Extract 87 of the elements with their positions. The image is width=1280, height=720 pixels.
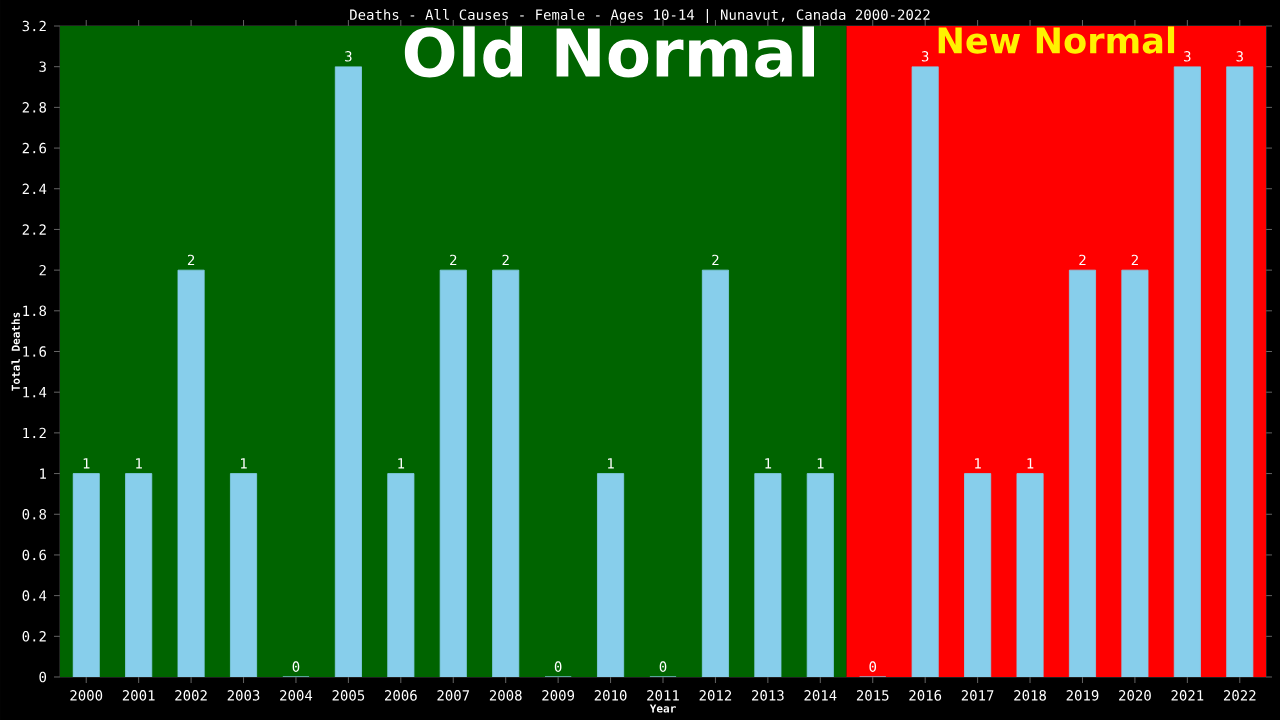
y-tick-label: 3 (39, 61, 46, 72)
y-tick-label: 2.2 (22, 224, 46, 235)
bar (1226, 66, 1254, 677)
bar (439, 269, 467, 677)
bar (1173, 66, 1201, 677)
y-tick-label: 0.4 (22, 590, 47, 601)
data-label: 0 (659, 661, 667, 672)
bar (964, 473, 992, 677)
bar (177, 269, 205, 677)
y-axis-title: Total Deaths (11, 312, 20, 391)
x-tick-label: 2019 (1066, 690, 1099, 701)
y-tick-label: 1.6 (23, 346, 47, 357)
band-label: New Normal (938, 26, 1175, 54)
x-tick-label: 2008 (489, 690, 522, 701)
data-label: 3 (345, 51, 352, 62)
data-label: 1 (608, 458, 614, 469)
bar (1068, 269, 1096, 677)
y-tick-label: 1.8 (23, 305, 47, 317)
data-label: 1 (765, 458, 772, 469)
y-tick-label: 0.2 (22, 631, 46, 642)
data-label: 3 (921, 51, 929, 62)
bar (701, 269, 729, 677)
bar (1121, 269, 1149, 677)
x-tick-label: 2011 (647, 690, 679, 701)
bar (492, 269, 520, 677)
data-label: 1 (398, 458, 405, 469)
x-tick-label: 2003 (227, 690, 260, 701)
x-tick-label: 2012 (699, 690, 732, 701)
x-tick-label: 2010 (594, 690, 627, 701)
bar (72, 473, 100, 677)
data-label: 1 (241, 458, 247, 469)
data-label: 1 (136, 458, 142, 469)
y-tick-label: 0 (39, 671, 47, 683)
y-tick-label: 2 (39, 264, 46, 276)
x-tick-label: 2016 (909, 690, 942, 701)
x-tick-label: 2007 (437, 690, 470, 701)
band-label: Old Normal (404, 26, 815, 78)
x-tick-label: 2014 (804, 690, 837, 701)
x-tick-label: 2001 (122, 690, 155, 701)
y-tick-label: 2.8 (22, 102, 47, 113)
bar (1016, 473, 1044, 677)
data-label: 1 (975, 458, 981, 469)
x-tick-label: 2018 (1014, 690, 1046, 701)
bar (334, 66, 362, 677)
bar (754, 473, 782, 677)
y-tick-label: 0.8 (22, 508, 47, 520)
data-label: 0 (869, 661, 877, 672)
bar (125, 473, 153, 677)
x-tick-label: 2017 (961, 690, 994, 701)
x-tick-label: 2021 (1171, 690, 1204, 701)
data-label: 3 (1184, 51, 1191, 62)
x-tick-label: 2005 (332, 690, 365, 701)
data-label: 2 (712, 254, 719, 266)
data-label: 1 (1027, 458, 1034, 469)
x-tick-label: 2015 (856, 690, 889, 701)
x-tick-label: 2006 (385, 690, 417, 701)
y-tick-label: 2.4 (22, 183, 47, 194)
data-label: 1 (817, 458, 824, 469)
data-label: 2 (1131, 254, 1138, 266)
bar (597, 473, 625, 677)
y-tick-label: 1 (40, 468, 46, 479)
bar (911, 66, 939, 677)
data-label: 2 (1079, 254, 1086, 266)
x-tick-label: 2000 (70, 690, 103, 701)
x-tick-label: 2020 (1119, 690, 1151, 701)
x-tick-label: 2009 (542, 690, 575, 701)
data-label: 0 (292, 661, 300, 672)
bar (387, 473, 415, 677)
x-tick-label: 2002 (175, 690, 207, 701)
data-label: 0 (554, 661, 562, 672)
bar (806, 473, 834, 677)
chart-title: Deaths - All Causes - Female - Ages 10-14 | Nunavut, Canada 2000-2022 (350, 9, 930, 24)
data-label: 2 (187, 254, 195, 266)
x-tick-label: 2013 (752, 690, 784, 701)
y-tick-label: 0.6 (22, 549, 47, 561)
data-label: 2 (450, 254, 457, 266)
data-label: 3 (1236, 51, 1243, 62)
x-axis-title: Year (649, 704, 676, 713)
y-tick-label: 1.2 (23, 427, 46, 439)
data-label: 1 (83, 458, 90, 469)
bar (230, 473, 258, 677)
y-tick-label: 1.4 (23, 387, 47, 398)
x-tick-label: 2004 (280, 690, 313, 701)
y-tick-label: 2.6 (22, 142, 47, 154)
y-tick-label: 3.2 (22, 20, 46, 32)
x-tick-label: 2022 (1223, 690, 1256, 701)
data-label: 2 (502, 254, 509, 266)
